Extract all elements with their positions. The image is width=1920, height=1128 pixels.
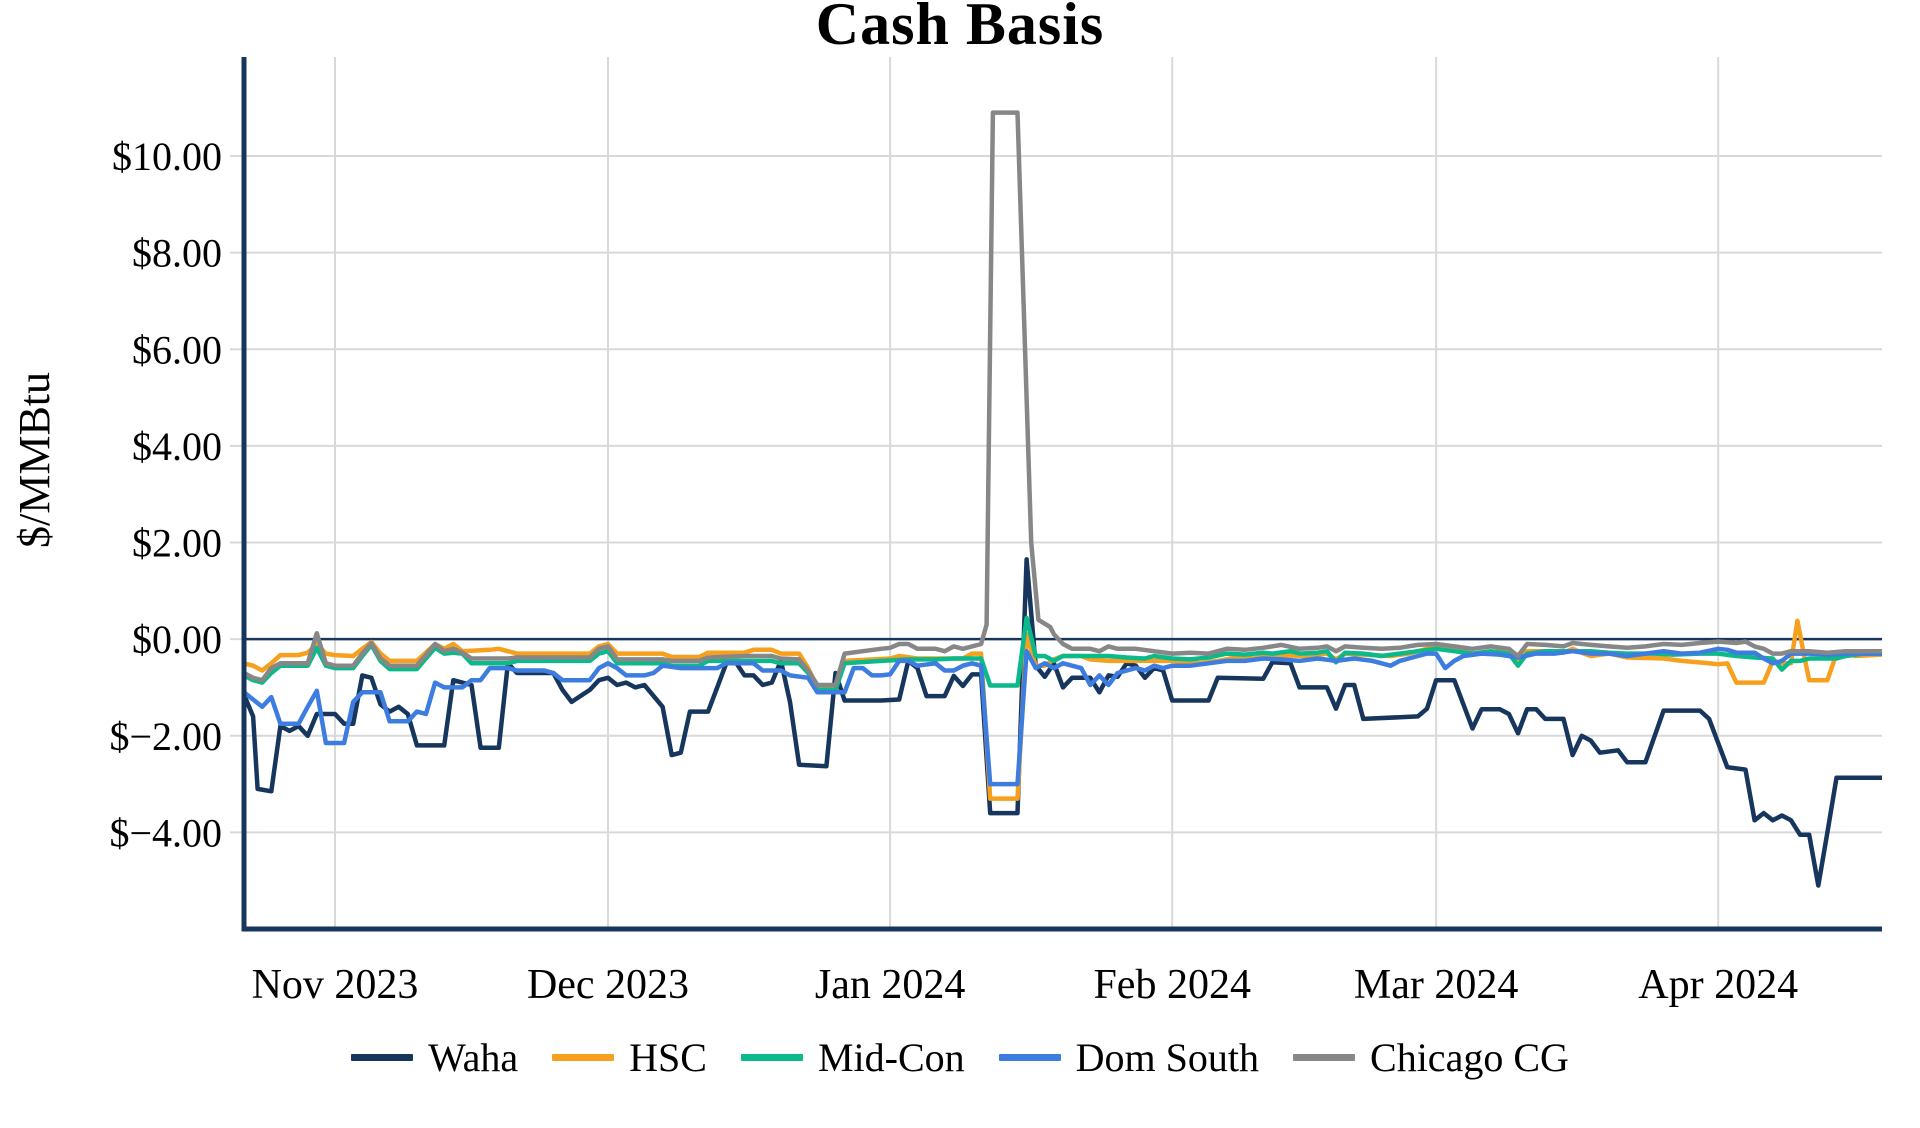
legend-item-chicago-cg: Chicago CG bbox=[1293, 1034, 1569, 1081]
legend-label-mid-con: Mid-Con bbox=[817, 1035, 965, 1080]
series-line-chicago-cg bbox=[242, 110, 1882, 688]
legend-item-dom-south: Dom South bbox=[998, 1034, 1260, 1081]
x-tick-label: Dec 2023 bbox=[527, 962, 689, 1008]
y-tick-label: $4.00 bbox=[132, 424, 222, 469]
hsc-line-swatch bbox=[552, 1054, 615, 1061]
legend-item-hsc: HSC bbox=[552, 1034, 707, 1081]
x-tick-label: Mar 2024 bbox=[1354, 962, 1518, 1008]
chicago-cg-line-swatch bbox=[1293, 1054, 1356, 1061]
legend-item-mid-con: Mid-Con bbox=[740, 1034, 965, 1081]
x-tick-label: Jan 2024 bbox=[815, 962, 966, 1008]
y-tick-label: $8.00 bbox=[132, 231, 222, 276]
waha-line-swatch bbox=[351, 1054, 414, 1061]
y-tick-label: $0.00 bbox=[132, 617, 222, 662]
series-line-waha bbox=[241, 557, 1882, 888]
x-tick-label: Nov 2023 bbox=[252, 962, 419, 1008]
x-tick-label: Apr 2024 bbox=[1638, 962, 1798, 1008]
x-tick-label: Feb 2024 bbox=[1093, 962, 1251, 1008]
legend-label-waha: Waha bbox=[428, 1035, 519, 1080]
series-line-dom-south bbox=[242, 646, 1882, 787]
y-tick-label: $6.00 bbox=[132, 327, 222, 372]
y-tick-label: $2.00 bbox=[132, 521, 222, 566]
dom-south-line-swatch bbox=[998, 1054, 1061, 1061]
legend-label-chicago-cg: Chicago CG bbox=[1370, 1035, 1569, 1080]
legend-item-waha: Waha bbox=[351, 1034, 518, 1081]
y-tick-label: $−2.00 bbox=[109, 714, 222, 759]
mid-con-line-swatch bbox=[740, 1054, 803, 1061]
legend-label-dom-south: Dom South bbox=[1075, 1035, 1260, 1080]
y-tick-label: $−4.00 bbox=[109, 810, 222, 855]
y-tick-label: $10.00 bbox=[112, 134, 222, 179]
legend: Waha HSC Mid-Con Dom South Chicago CG bbox=[0, 1034, 1920, 1081]
chart-title: Cash Basis bbox=[815, 0, 1105, 57]
legend-label-hsc: HSC bbox=[629, 1035, 707, 1080]
